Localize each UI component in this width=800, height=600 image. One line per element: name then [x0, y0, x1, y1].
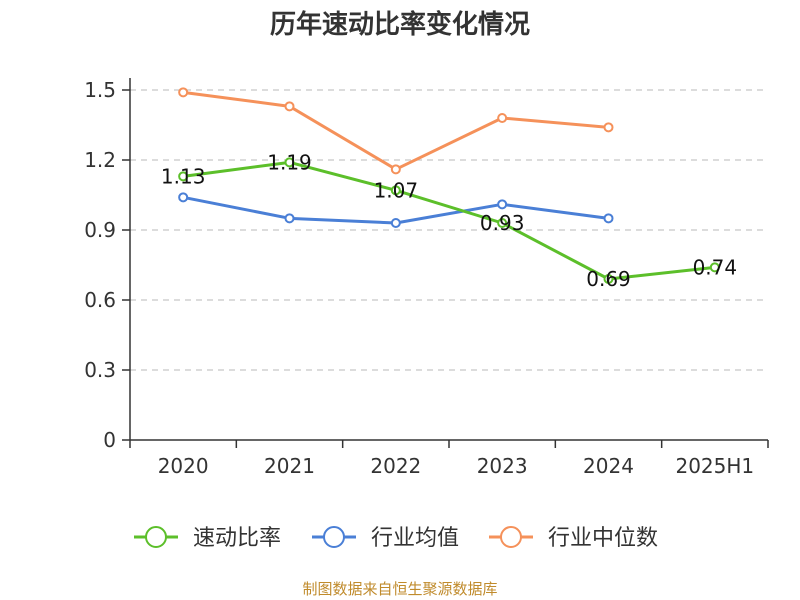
- series-line: [182, 160, 715, 281]
- legend-marker: [500, 526, 522, 548]
- legend-label: 速动比率: [193, 526, 281, 551]
- legend-item[interactable]: 行业中位数: [489, 526, 658, 551]
- grid-lines: [130, 89, 768, 371]
- x-tick-label: 2025H1: [675, 454, 754, 478]
- legend[interactable]: 速动比率 行业均值 行业中位数: [134, 526, 658, 551]
- axes: 0 0.3 0.6 0.9 1.2 1.5 2020 2021 2022 2023 2024 2025…: [84, 78, 769, 478]
- series-line: [182, 90, 609, 171]
- data-point: [178, 87, 189, 98]
- data-labels: 1.13 1.19 1.07 0.93 0.69 0.74: [161, 150, 737, 291]
- legend-item[interactable]: 行业均值: [312, 526, 459, 551]
- data-point: [284, 157, 295, 168]
- x-tick-label: 2021: [264, 454, 315, 478]
- y-tick-label: 1.2: [84, 148, 116, 172]
- x-tick-label: 2024: [583, 454, 634, 478]
- y-tick-label: 1.5: [84, 78, 116, 102]
- data-point: [709, 262, 720, 273]
- data-label: 0.69: [586, 267, 631, 291]
- data-point: [603, 274, 614, 284]
- data-label: 0.74: [693, 255, 738, 279]
- data-point: [390, 164, 401, 175]
- data-source-note: 制图数据来自恒生聚源数据库: [302, 580, 498, 598]
- data-point: [497, 199, 508, 210]
- data-point: [390, 185, 401, 196]
- data-point: [603, 122, 614, 133]
- y-tick-label: 0.9: [84, 218, 116, 242]
- y-tick-label: 0: [103, 428, 116, 452]
- x-tick-label: 2020: [158, 454, 209, 478]
- data-point: [603, 213, 614, 224]
- series-lines: [178, 87, 720, 284]
- data-point: [497, 113, 508, 123]
- legend-item[interactable]: 速动比率: [134, 526, 281, 551]
- data-label: 0.93: [480, 211, 525, 235]
- data-point: [284, 101, 295, 112]
- data-label: 1.19: [267, 150, 312, 174]
- data-point: [284, 213, 295, 224]
- legend-label: 行业中位数: [548, 526, 658, 551]
- x-tick-label: 2023: [477, 454, 528, 478]
- y-tick-label: 0.6: [84, 288, 116, 312]
- legend-marker: [145, 526, 167, 548]
- x-tick-label: 2022: [370, 454, 421, 478]
- data-point: [178, 192, 189, 203]
- data-point: [178, 171, 189, 182]
- legend-marker: [323, 526, 345, 548]
- chart-title: 历年速动比率变化情况: [269, 10, 530, 40]
- data-point: [497, 218, 508, 228]
- data-point: [390, 218, 401, 228]
- data-label: 1.07: [374, 178, 419, 202]
- legend-label: 行业均值: [371, 526, 459, 551]
- y-tick-label: 0.3: [84, 358, 116, 382]
- data-label: 1.13: [161, 164, 206, 188]
